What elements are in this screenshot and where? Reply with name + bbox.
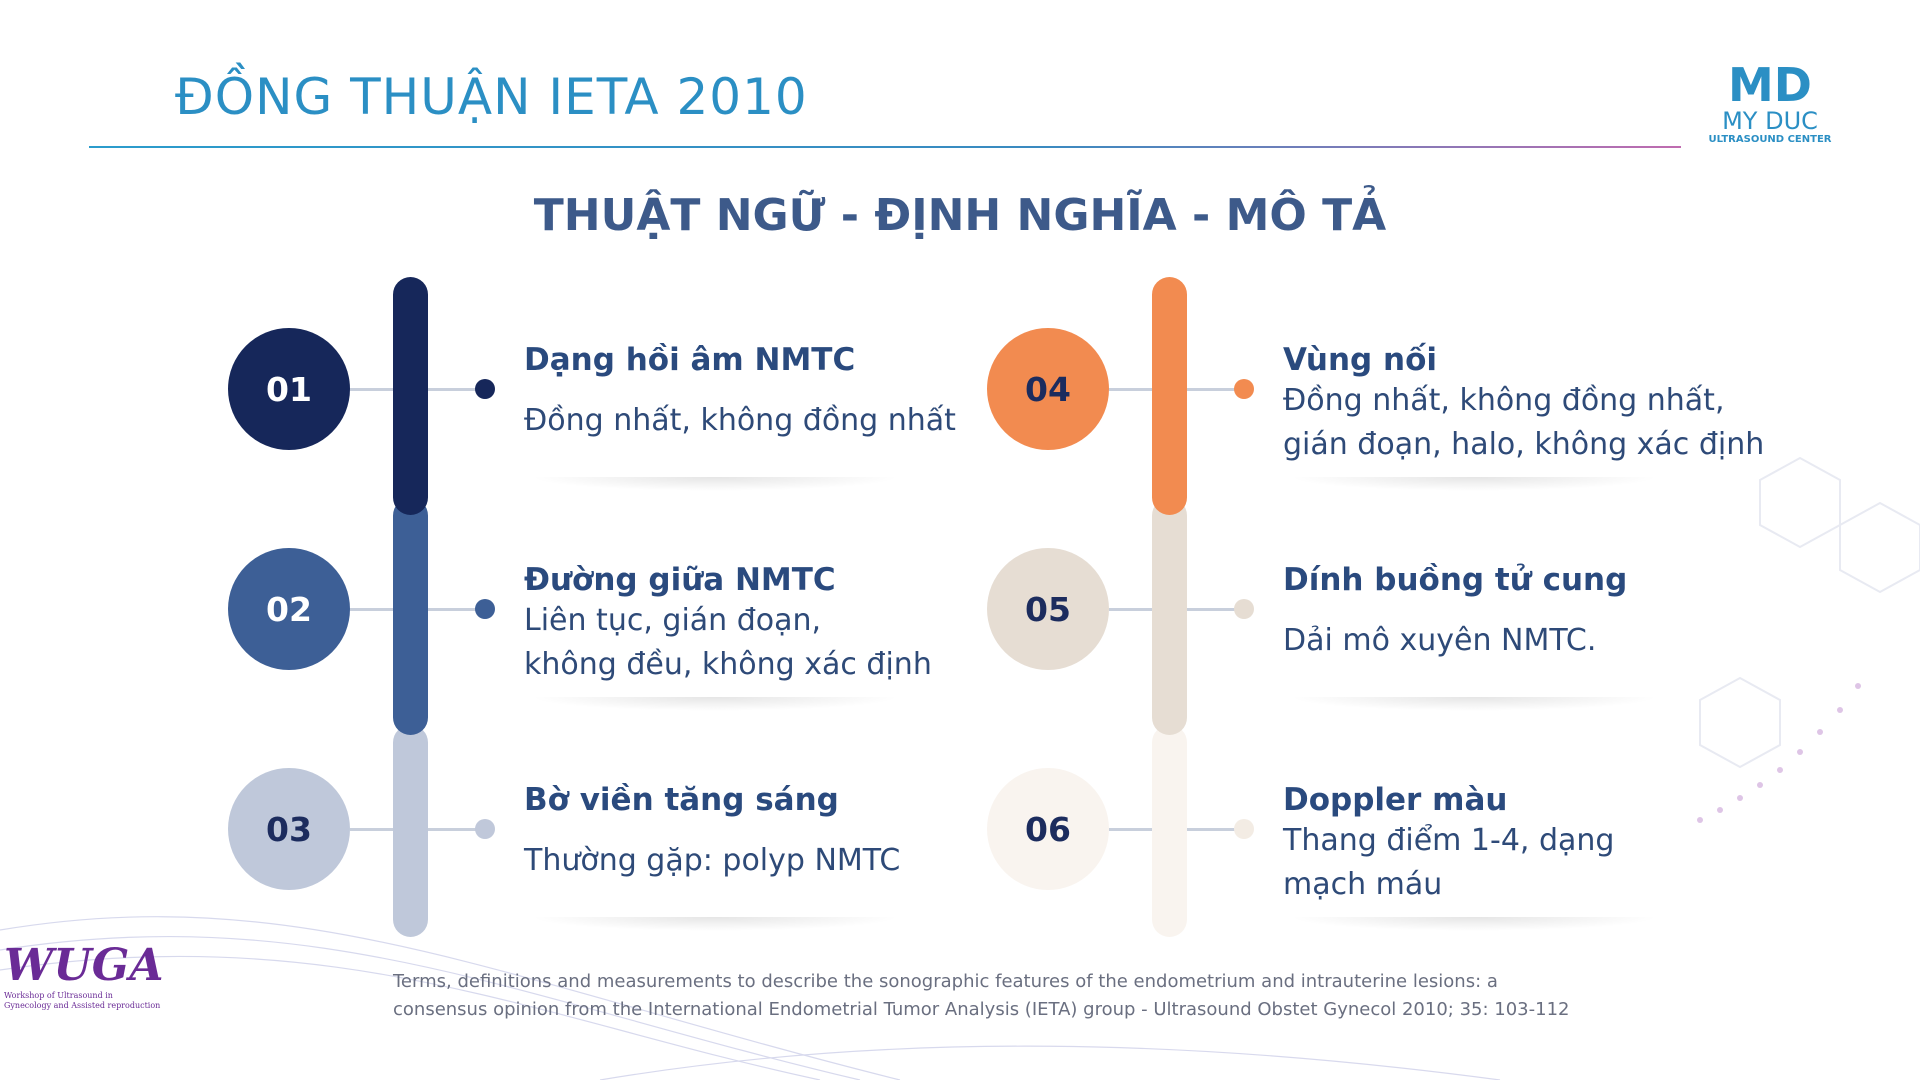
item-description: Liên tục, gián đoạn, <box>524 603 822 638</box>
item-shadow <box>530 477 900 491</box>
connector-dot <box>475 379 495 399</box>
item-shadow <box>530 697 900 711</box>
connector-dot <box>1234 599 1254 619</box>
step-number: 05 <box>987 548 1109 670</box>
reference: Terms, definitions and measurements to d… <box>393 971 1570 1020</box>
item-title: Vùng nối <box>1283 342 1438 378</box>
header-rule <box>89 146 1681 148</box>
timeline-segment <box>1152 498 1187 735</box>
logo: MD MY DUC ULTRASOUND CENTER <box>1700 62 1840 145</box>
step-number: 01 <box>228 328 350 450</box>
step-number: 06 <box>987 768 1109 890</box>
item-description: gián đoạn, halo, không xác định <box>1283 427 1765 462</box>
logo-tagline: ULTRASOUND CENTER <box>1708 134 1832 145</box>
item-description: mạch máu <box>1283 867 1443 902</box>
step-number: 03 <box>228 768 350 890</box>
timeline-segment <box>1152 277 1187 515</box>
connector-dot <box>1234 379 1254 399</box>
subtitle: THUẬT NGỮ - ĐỊNH NGHĨA - MÔ TẢ <box>533 190 1387 241</box>
item-title: Dạng hồi âm NMTC <box>524 342 856 378</box>
step-number: 02 <box>228 548 350 670</box>
item-title: Bờ viền tăng sáng <box>524 782 839 818</box>
item-shadow <box>1289 697 1659 711</box>
item-description: Thường gặp: polyp NMTC <box>524 843 901 878</box>
item-shadow <box>1289 477 1659 491</box>
item-description: không đều, không xác định <box>524 647 932 682</box>
item-description: Thang điểm 1-4, dạng <box>1283 823 1615 858</box>
timeline-segment <box>1152 725 1187 937</box>
item-title: Doppler màu <box>1283 782 1508 818</box>
connector-dot <box>475 819 495 839</box>
logo-mark: MD <box>1728 58 1812 112</box>
footer-logo-caption: Workshop of Ultrasound in <box>4 991 113 1000</box>
item-description: Đồng nhất, không đồng nhất, <box>1283 383 1725 418</box>
footer-logo-name: WUGA <box>4 940 164 991</box>
item-description: Đồng nhất, không đồng nhất <box>524 403 956 438</box>
footer-logo-caption: Gynecology and Assisted reproduction <box>4 1001 161 1010</box>
footer-logo: WUGA Workshop of Ultrasound in Gynecolog… <box>4 940 174 1011</box>
connector-dot <box>1234 819 1254 839</box>
item-shadow <box>530 917 900 931</box>
step-number: 04 <box>987 328 1109 450</box>
logo-name: MY DUC <box>1722 107 1818 135</box>
timeline-segment <box>393 725 428 937</box>
item-title: Đường giữa NMTC <box>524 562 836 598</box>
item-shadow <box>1289 917 1659 931</box>
timeline-segment <box>393 277 428 515</box>
timeline-segment <box>393 498 428 735</box>
header-title: ĐỒNG THUẬN IETA 2010 <box>175 68 808 126</box>
item-description: Dải mô xuyên NMTC. <box>1283 623 1597 658</box>
connector-dot <box>475 599 495 619</box>
item-title: Dính buồng tử cung <box>1283 562 1628 598</box>
